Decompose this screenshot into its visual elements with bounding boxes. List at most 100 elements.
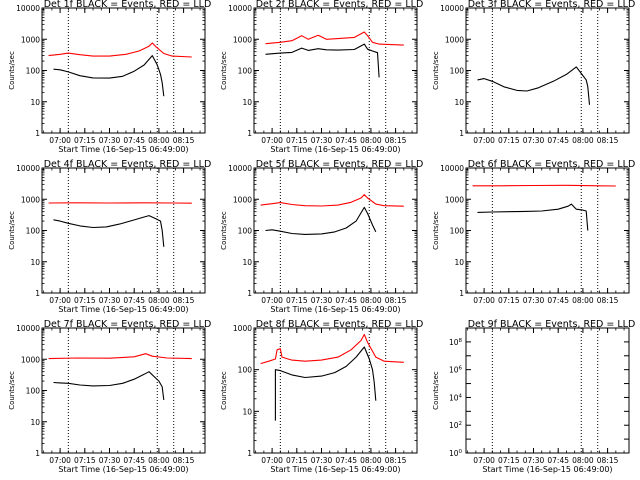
x-tick-label: 07:30 — [99, 136, 121, 145]
y-tick-label: 1 — [247, 129, 252, 138]
chart-title: Det 1f BLACK = Events, RED = LLD — [44, 0, 212, 10]
plot-frame — [41, 327, 206, 454]
y-tick-label: 100 — [238, 227, 253, 236]
y-tick-label: 108 — [449, 338, 463, 347]
y-axis-label: Counts/sec — [220, 211, 228, 250]
y-axis-label: Counts/sec — [8, 371, 16, 410]
x-tick-label: 07:30 — [311, 296, 333, 305]
x-tick-label: 08:00 — [572, 136, 594, 145]
chart-panel-9: Det 9f BLACK = Events, RED = LLD 100 102 10… — [432, 319, 635, 474]
y-tick-label: 10 — [30, 258, 40, 267]
y-tick-label: 10 — [242, 258, 252, 267]
y-tick-label: 1000 — [233, 324, 252, 333]
y-tick-label: 10 — [242, 98, 252, 107]
y-tick-label: 1000 — [233, 35, 252, 44]
y-tick-label: 10 — [454, 258, 464, 267]
events-series-line — [265, 206, 377, 235]
y-tick-label: 10 — [30, 418, 40, 427]
y-tick-label: 1 — [459, 129, 464, 138]
x-tick-label: 07:30 — [523, 296, 545, 305]
x-tick-label: 08:00 — [148, 296, 170, 305]
y-tick-label: 1 — [35, 289, 40, 298]
y-tick-label: 1 — [247, 289, 252, 298]
y-tick-label: 100 — [450, 227, 465, 236]
y-tick-label: 1000 — [21, 195, 40, 204]
x-tick-label: 07:30 — [523, 136, 545, 145]
x-tick-label: 08:00 — [360, 456, 382, 465]
y-tick-label: 100 — [449, 449, 463, 458]
y-tick-label: 1 — [459, 289, 464, 298]
x-tick-label: 07:15 — [286, 456, 308, 465]
x-tick-label: 07:15 — [74, 296, 96, 305]
plot-frame — [465, 327, 630, 454]
y-tick-label: 10000 — [16, 324, 40, 333]
x-tick-label: 07:45 — [123, 136, 145, 145]
x-tick-label: 08:15 — [173, 296, 195, 305]
chart-title: Det 9f BLACK = Events, RED = LLD — [468, 319, 636, 330]
y-tick-label: 10 — [454, 98, 464, 107]
x-axis-label: Start Time (16-Sep-15 06:49:00) — [482, 465, 612, 474]
x-tick-label: 08:00 — [148, 456, 170, 465]
x-tick-label: 07:30 — [523, 456, 545, 465]
chart-title: Det 6f BLACK = Events, RED = LLD — [468, 159, 636, 170]
x-tick-label: 07:15 — [498, 456, 520, 465]
y-tick-label: 1 — [247, 449, 252, 458]
x-tick-label: 07:45 — [335, 136, 357, 145]
y-tick-label: 100 — [26, 67, 41, 76]
x-tick-label: 08:00 — [572, 456, 594, 465]
x-axis-label: Start Time (16-Sep-15 06:49:00) — [270, 465, 400, 474]
y-axis-label: Counts/sec — [432, 371, 440, 410]
lld-series-line — [260, 194, 404, 207]
x-tick-label: 08:15 — [597, 456, 619, 465]
x-tick-label: 07:30 — [311, 136, 333, 145]
x-tick-label: 07:45 — [123, 456, 145, 465]
chart-panel-2: Det 2f BLACK = Events, RED = LLD 1 10 100 10… — [220, 0, 423, 154]
x-tick-label: 07:00 — [261, 136, 283, 145]
x-tick-label: 07:15 — [498, 136, 520, 145]
y-tick-label: 1000 — [233, 195, 252, 204]
y-tick-label: 1000 — [445, 35, 464, 44]
events-series-line — [53, 215, 165, 247]
x-tick-label: 07:45 — [547, 136, 569, 145]
x-tick-label: 07:45 — [123, 296, 145, 305]
x-tick-label: 08:15 — [385, 136, 407, 145]
x-tick-label: 07:30 — [99, 456, 121, 465]
lld-series-line — [472, 184, 616, 187]
x-tick-label: 07:30 — [311, 456, 333, 465]
x-tick-label: 07:00 — [261, 456, 283, 465]
x-tick-label: 08:15 — [173, 456, 195, 465]
plot-frame — [253, 7, 418, 134]
y-tick-label: 1000 — [21, 355, 40, 364]
x-tick-label: 07:15 — [74, 136, 96, 145]
x-tick-label: 07:15 — [498, 296, 520, 305]
y-axis-label: Counts/sec — [220, 51, 228, 90]
x-axis-label: Start Time (16-Sep-15 06:49:00) — [58, 305, 188, 314]
x-axis-label: Start Time (16-Sep-15 06:49:00) — [270, 305, 400, 314]
y-axis-label: Counts/sec — [8, 211, 16, 250]
x-tick-label: 07:45 — [335, 456, 357, 465]
y-tick-label: 10000 — [228, 4, 252, 13]
x-axis-label: Start Time (16-Sep-15 06:49:00) — [58, 465, 188, 474]
chart-panel-4: Det 4f BLACK = Events, RED = LLD 1 10 100 10… — [8, 159, 211, 314]
chart-title: Det 3f BLACK = Events, RED = LLD — [468, 0, 636, 10]
chart-title: Det 8f BLACK = Events, RED = LLD — [256, 319, 424, 330]
y-tick-label: 10000 — [440, 164, 464, 173]
lld-series-line — [260, 333, 404, 365]
x-tick-label: 07:15 — [74, 456, 96, 465]
x-tick-label: 07:00 — [49, 136, 71, 145]
chart-title: Det 7f BLACK = Events, RED = LLD — [44, 319, 212, 330]
chart-panel-3: Det 3f BLACK = Events, RED = LLD 1 10 100 10… — [432, 0, 635, 145]
x-tick-label: 07:15 — [286, 296, 308, 305]
plot-frame — [465, 7, 630, 134]
y-tick-label: 100 — [238, 67, 253, 76]
x-tick-label: 08:00 — [572, 296, 594, 305]
y-tick-label: 10000 — [16, 164, 40, 173]
x-tick-label: 07:00 — [473, 296, 495, 305]
x-tick-label: 08:15 — [597, 136, 619, 145]
events-series-line — [53, 55, 165, 97]
x-tick-label: 07:45 — [547, 296, 569, 305]
y-tick-label: 10000 — [16, 4, 40, 13]
y-tick-label: 1 — [35, 129, 40, 138]
x-tick-label: 08:00 — [360, 136, 382, 145]
